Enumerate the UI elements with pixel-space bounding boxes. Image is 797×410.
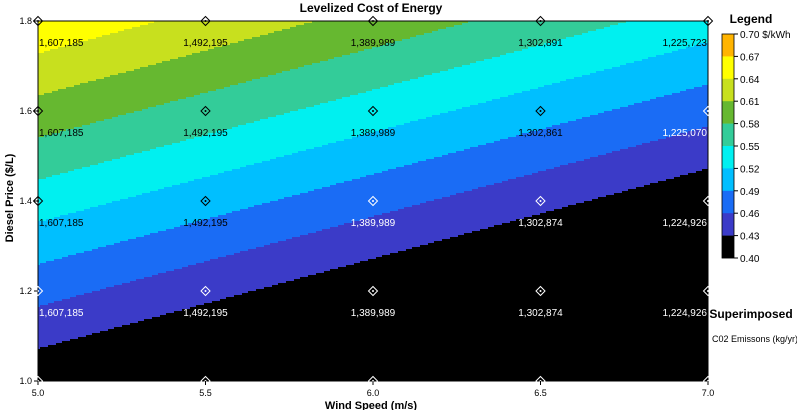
superimposed-data-label: 1,225,723 bbox=[663, 38, 708, 49]
legend-swatch bbox=[722, 56, 734, 79]
superimposed-marker-dot bbox=[205, 200, 207, 202]
legend-swatch bbox=[722, 168, 734, 191]
superimposed-marker-dot bbox=[372, 200, 374, 202]
legend-label: 0.40 bbox=[740, 254, 760, 265]
superimposed-marker-dot bbox=[707, 290, 709, 292]
superimposed-marker-dot bbox=[372, 110, 374, 112]
superimposed-marker-dot bbox=[707, 110, 709, 112]
legend: Legend Superimposed C02 Emissons (kg/yr)… bbox=[709, 12, 797, 344]
superimposed-data-label: 1,492,195 bbox=[183, 218, 228, 229]
superimposed-marker-dot bbox=[372, 20, 374, 22]
legend-label: 0.55 bbox=[740, 142, 760, 153]
superimposed-data-label: 1,607,185 bbox=[39, 308, 84, 319]
legend-swatch bbox=[722, 34, 734, 57]
chart-title: Levelized Cost of Energy bbox=[300, 1, 443, 15]
superimposed-marker-dot bbox=[205, 290, 207, 292]
superimposed-marker-dot bbox=[540, 20, 542, 22]
legend-swatch bbox=[722, 79, 734, 102]
superimposed-marker-dot bbox=[372, 290, 374, 292]
y-axis-label: Diesel Price ($/L) bbox=[4, 153, 16, 242]
x-tick-label: 6.0 bbox=[367, 388, 380, 398]
superimposed-data-label: 1,302,861 bbox=[518, 128, 563, 139]
superimposed-data-label: 1,302,874 bbox=[518, 398, 563, 409]
legend-label: 0.46 bbox=[740, 209, 760, 220]
superimposed-marker-dot bbox=[540, 290, 542, 292]
legend-swatch bbox=[722, 236, 734, 259]
legend-swatch bbox=[722, 146, 734, 169]
superimposed-data-label: 1,492,195 bbox=[183, 308, 228, 319]
y-tick-label: 1.2 bbox=[19, 286, 32, 296]
legend-label: 0.67 bbox=[740, 52, 760, 63]
x-axis: 5.0 5.5 6.0 6.5 7.0 bbox=[32, 381, 715, 398]
superimposed-data-label: 1,389,989 bbox=[351, 38, 396, 49]
superimposed-marker-dot bbox=[707, 20, 709, 22]
y-tick-label: 1.8 bbox=[19, 16, 32, 26]
legend-label: 0.43 bbox=[740, 232, 760, 243]
y-tick-label: 1.0 bbox=[19, 376, 32, 386]
superimposed-data-label: 1,389,989 bbox=[351, 218, 396, 229]
superimposed-data-label: 1,492,195 bbox=[183, 38, 228, 49]
superimposed-data-label: 1,492,195 bbox=[183, 128, 228, 139]
legend-label: 0.61 bbox=[740, 97, 760, 108]
superimposed-title: Superimposed bbox=[709, 307, 792, 321]
superimposed-data-label: 1,224,765 bbox=[663, 398, 708, 409]
y-tick-label: 1.6 bbox=[19, 106, 32, 116]
superimposed-marker-dot bbox=[540, 110, 542, 112]
superimposed-data-label: 1,389,989 bbox=[351, 128, 396, 139]
superimposed-data-label: 1,302,891 bbox=[518, 38, 563, 49]
legend-label: 0.70 $/kWh bbox=[740, 30, 791, 41]
y-tick-label: 1.4 bbox=[19, 196, 32, 206]
superimposed-data-label: 1,607,185 bbox=[39, 218, 84, 229]
x-tick-label: 7.0 bbox=[702, 388, 715, 398]
superimposed-marker-dot bbox=[540, 200, 542, 202]
superimposed-data-label: 1,607,185 bbox=[39, 128, 84, 139]
legend-label: 0.58 bbox=[740, 120, 760, 131]
superimposed-data-label: 1,607,185 bbox=[39, 38, 84, 49]
superimposed-data-label: 1,225,070 bbox=[663, 128, 708, 139]
x-tick-label: 5.0 bbox=[32, 388, 45, 398]
x-tick-label: 5.5 bbox=[199, 388, 212, 398]
legend-label: 0.52 bbox=[740, 164, 760, 175]
legend-label: 0.49 bbox=[740, 187, 760, 198]
legend-swatch bbox=[722, 191, 734, 214]
x-axis-label: Wind Speed (m/s) bbox=[325, 400, 418, 410]
superimposed-data-label: 1,302,874 bbox=[518, 308, 563, 319]
legend-swatch bbox=[722, 213, 734, 236]
superimposed-data-label: 1,695,364 bbox=[39, 398, 84, 409]
superimposed-data-label: 1,492,195 bbox=[183, 398, 228, 409]
superimposed-marker-dot bbox=[205, 110, 207, 112]
legend-label: 0.64 bbox=[740, 75, 760, 86]
plot-area: 1,607,185 1,492,195 1,389,989 1,302,891 1,22… bbox=[34, 17, 713, 410]
y-axis: 1.0 1.2 1.4 1.6 1.8 bbox=[19, 16, 38, 386]
legend-swatch bbox=[722, 101, 734, 124]
superimposed-data-label: 1,224,926 bbox=[663, 218, 708, 229]
superimposed-marker-dot bbox=[707, 200, 709, 202]
superimposed-data-label: 1,389,989 bbox=[351, 308, 396, 319]
x-tick-label: 6.5 bbox=[534, 388, 547, 398]
legend-swatch bbox=[722, 124, 734, 147]
superimposed-data-label: 1,224,926 bbox=[663, 308, 708, 319]
superimposed-marker-dot bbox=[205, 20, 207, 22]
legend-title: Legend bbox=[730, 12, 773, 26]
superimposed-data-label: 1,302,874 bbox=[518, 218, 563, 229]
superimposed-variable: C02 Emissons (kg/yr) bbox=[712, 334, 797, 344]
